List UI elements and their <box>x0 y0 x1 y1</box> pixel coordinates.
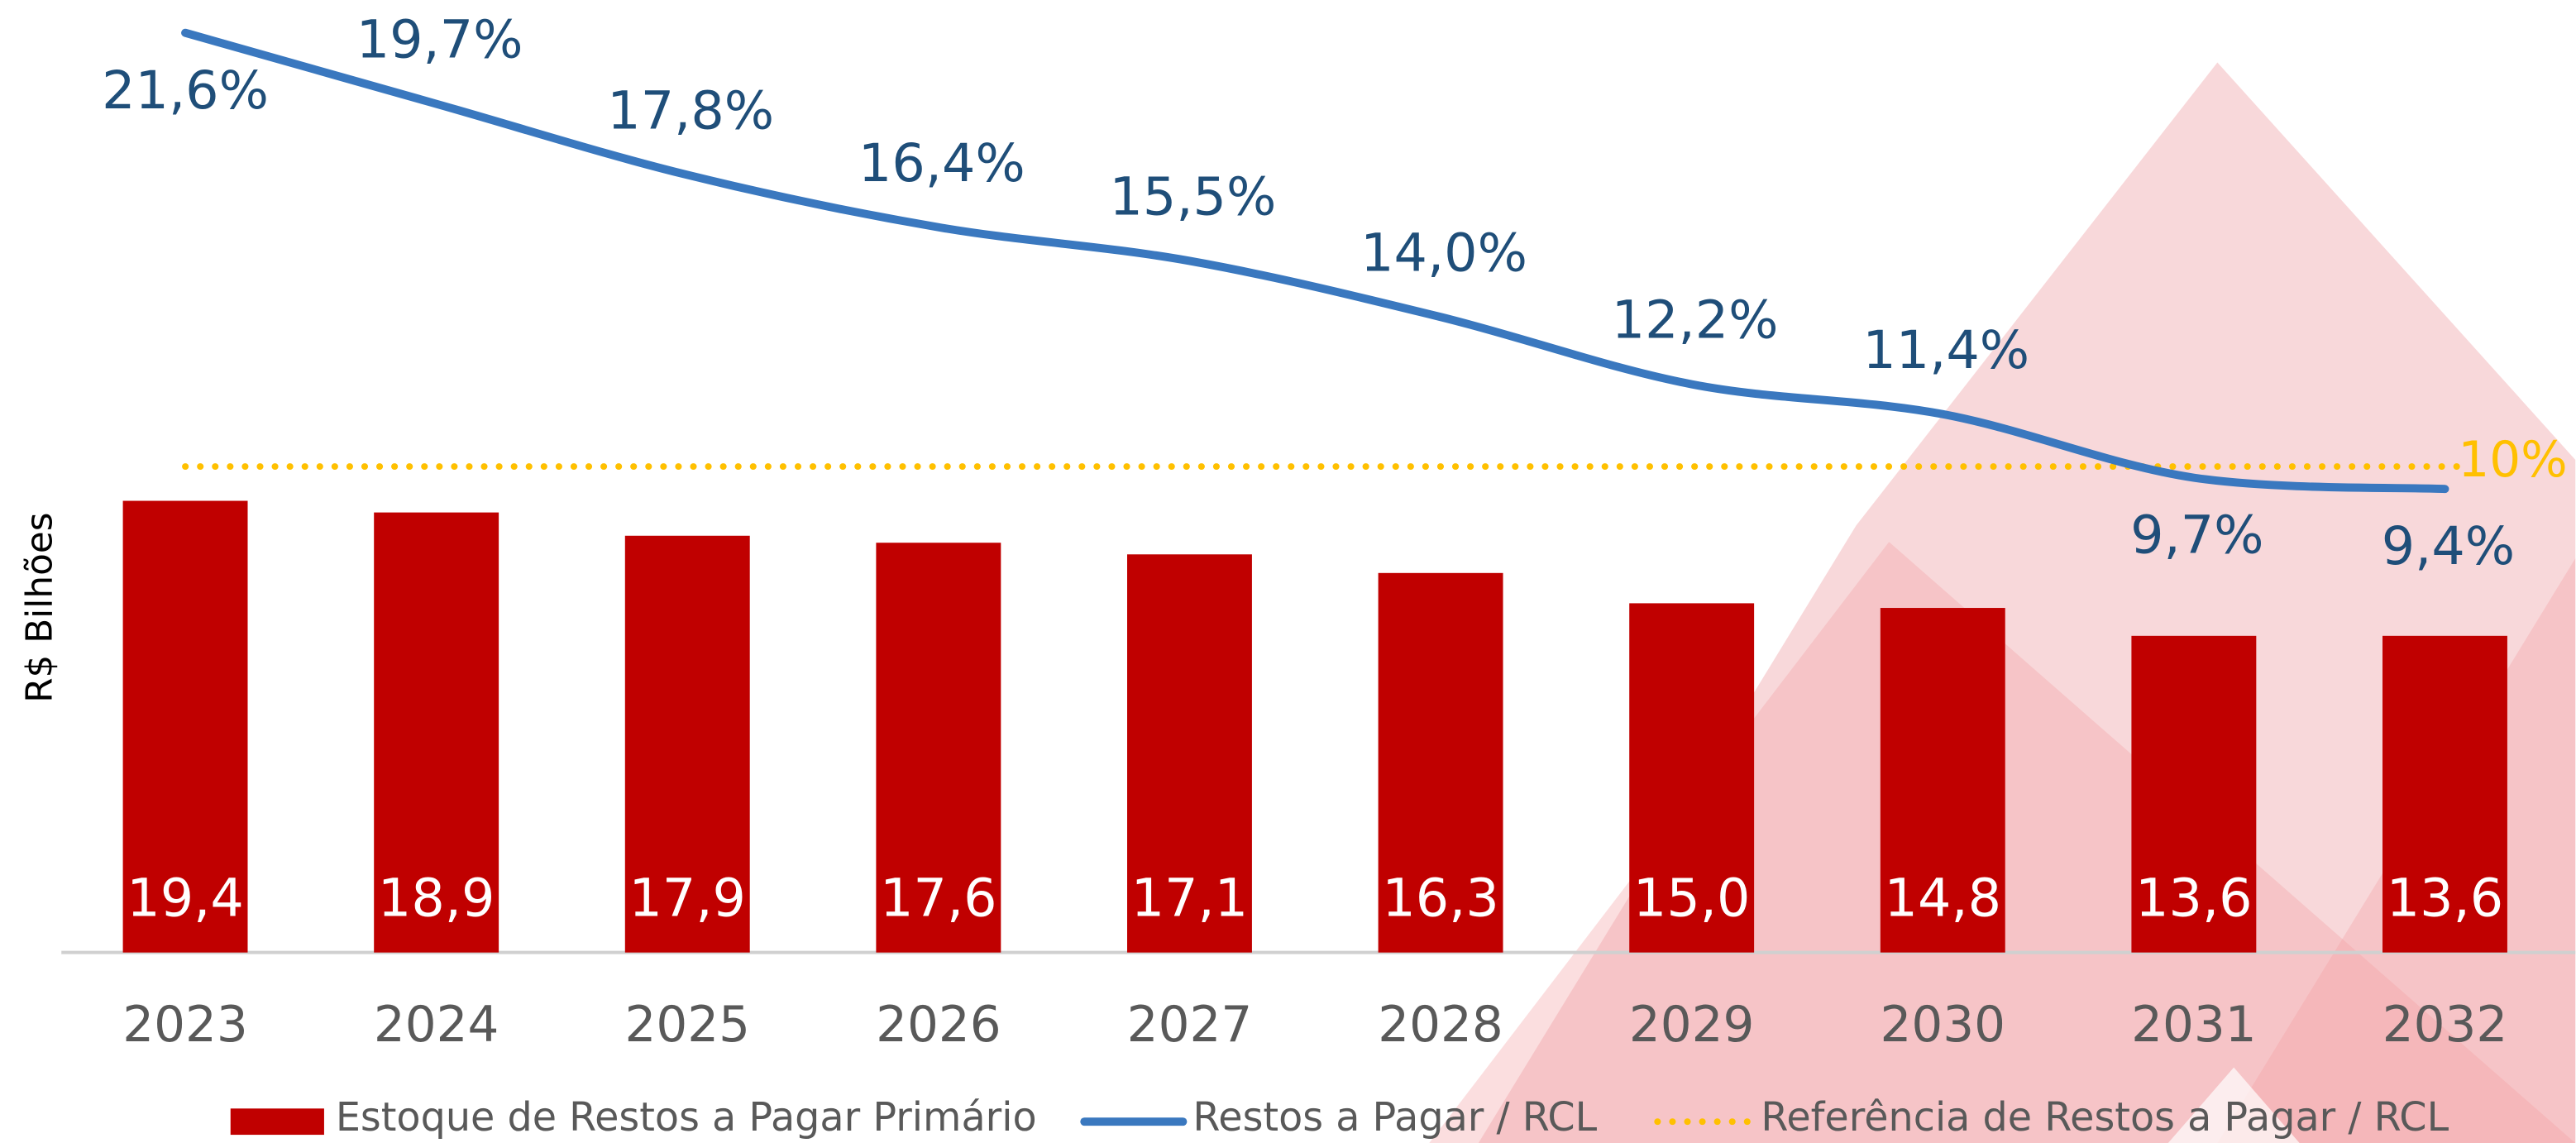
reference-label: 10% <box>2458 432 2567 489</box>
bar-value-label: 13,6 <box>2387 868 2503 929</box>
x-tick-label: 2032 <box>2382 997 2508 1054</box>
legend-label: Referência de Restos a Pagar / RCL <box>1761 1095 2449 1141</box>
bar <box>2382 635 2507 953</box>
bar <box>876 543 1001 953</box>
bar <box>122 500 248 953</box>
bar-value-label: 18,9 <box>378 868 495 929</box>
x-tick-label: 2025 <box>624 997 750 1054</box>
bar-value-label: 13,6 <box>2135 868 2252 929</box>
bar <box>1378 572 1503 953</box>
bar-value-label: 19,4 <box>127 868 243 929</box>
line-value-label: 9,4% <box>2382 515 2515 576</box>
x-tick-label: 2027 <box>1127 997 1253 1054</box>
bar-value-label: 17,6 <box>880 868 996 929</box>
line-value-label: 15,5% <box>1110 166 1277 227</box>
bar <box>1127 554 1252 953</box>
legend-label: Restos a Pagar / RCL <box>1192 1095 1597 1141</box>
line-value-label: 12,2% <box>1612 289 1779 351</box>
line-value-label: 14,0% <box>1360 222 1527 283</box>
x-tick-label: 2026 <box>876 997 1001 1054</box>
line-value-label: 9,7% <box>2130 505 2263 566</box>
y-axis-label: R$ Bilhões <box>18 513 60 703</box>
bar-value-label: 14,8 <box>1885 868 2001 929</box>
line <box>181 28 2449 494</box>
bar-value-label: 16,3 <box>1382 868 1498 929</box>
line-value-label: 21,6% <box>102 60 269 121</box>
legend-swatch <box>230 1108 324 1136</box>
bar-value-label: 15,0 <box>1633 868 1750 929</box>
line-value-label: 19,7% <box>356 9 523 70</box>
bar <box>1629 603 1755 953</box>
background-decoration <box>1429 62 2576 1143</box>
bar <box>1880 608 2005 953</box>
legend-label: Estoque de Restos a Pagar Primário <box>336 1095 1037 1141</box>
bar <box>624 535 750 953</box>
bar-value-label: 17,1 <box>1131 868 1248 929</box>
bar-value-label: 17,9 <box>629 868 746 929</box>
x-tick-label: 2028 <box>1378 997 1503 1054</box>
x-tick-label: 2029 <box>1629 997 1755 1054</box>
line-value-label: 16,4% <box>858 132 1025 194</box>
line-value-label: 17,8% <box>607 80 774 141</box>
line-value-label: 11,4% <box>1862 319 2029 380</box>
x-tick-label: 2030 <box>1880 997 2005 1054</box>
x-tick-label: 2023 <box>122 997 248 1054</box>
x-tick-label: 2024 <box>374 997 499 1054</box>
bar <box>2131 635 2257 953</box>
x-tick-label: 2031 <box>2131 997 2257 1054</box>
bar <box>374 512 499 953</box>
